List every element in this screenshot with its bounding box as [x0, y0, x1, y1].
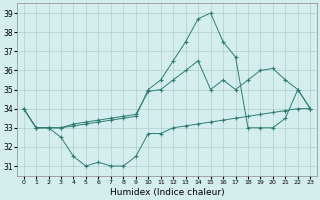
- X-axis label: Humidex (Indice chaleur): Humidex (Indice chaleur): [110, 188, 224, 197]
